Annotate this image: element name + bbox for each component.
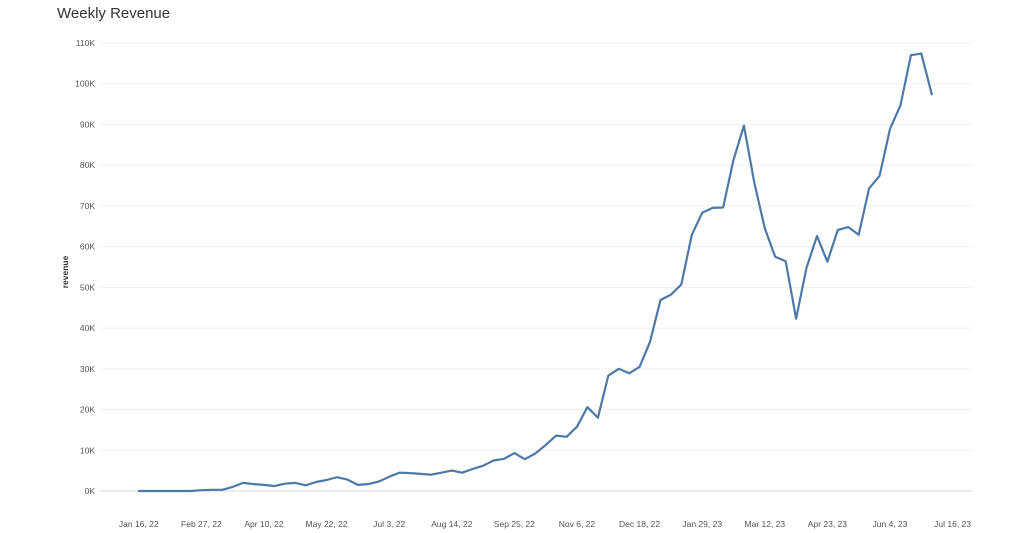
y-tick-label: 30K xyxy=(80,364,95,374)
chart-title: Weekly Revenue xyxy=(57,5,171,22)
x-tick-label: Jun 4, 23 xyxy=(873,519,908,529)
x-tick-label: Nov 6, 22 xyxy=(559,519,596,529)
y-tick-label: 20K xyxy=(80,405,95,415)
y-tick-label: 100K xyxy=(75,79,95,89)
x-tick-label: Jan 29, 23 xyxy=(682,519,722,529)
y-tick-label: 80K xyxy=(80,160,95,170)
y-tick-label: 90K xyxy=(80,119,95,129)
revenue-series-line xyxy=(137,52,923,493)
x-tick-label: Feb 27, 22 xyxy=(181,519,222,529)
revenue-series-line xyxy=(920,52,933,96)
y-axis: 0K 10K 20K 30K 40K 50K 60K 70K 80K 90K 100K 110K xyxy=(75,38,95,496)
x-tick-label: Jul 16, 23 xyxy=(934,519,971,529)
y-axis-label: revenue xyxy=(60,255,70,288)
x-tick-label: Aug 14, 22 xyxy=(431,519,472,529)
x-tick-label: Dec 18, 22 xyxy=(619,519,660,529)
x-tick-label: Jul 3, 22 xyxy=(373,519,405,529)
series-lines xyxy=(137,52,933,493)
y-tick-label: 40K xyxy=(80,323,95,333)
x-tick-label: Apr 23, 23 xyxy=(808,519,847,529)
x-tick-label: Jan 16, 22 xyxy=(119,519,159,529)
x-tick-label: Apr 10, 22 xyxy=(244,519,283,529)
x-axis: Jan 16, 22 Feb 27, 22 Apr 10, 22 May 22, 22… xyxy=(119,519,971,529)
y-tick-label: 10K xyxy=(80,445,95,455)
x-tick-label: Sep 25, 22 xyxy=(494,519,535,529)
y-tick-label: 70K xyxy=(80,201,95,211)
x-tick-label: Mar 12, 23 xyxy=(744,519,785,529)
y-tick-label: 0K xyxy=(85,486,96,496)
gridlines xyxy=(100,42,972,492)
y-tick-label: 110K xyxy=(76,38,96,48)
x-tick-label: May 22, 22 xyxy=(306,519,348,529)
y-tick-label: 50K xyxy=(80,282,95,292)
y-tick-label: 60K xyxy=(80,242,95,252)
